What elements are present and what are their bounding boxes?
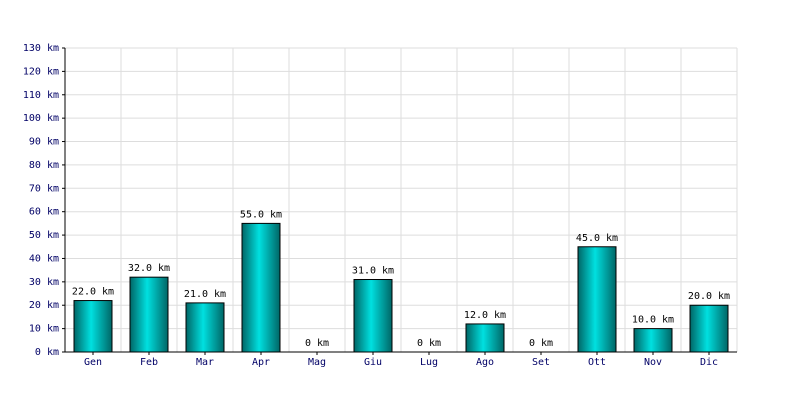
bar <box>73 300 113 353</box>
y-tick-label: 60 km <box>29 207 59 218</box>
bar <box>689 304 729 353</box>
value-label: 10.0 km <box>632 315 674 326</box>
value-label: 45.0 km <box>576 233 618 244</box>
x-tick-label: Set <box>532 357 550 368</box>
value-label: 22.0 km <box>72 287 114 298</box>
x-tick-label: Gen <box>84 357 102 368</box>
y-tick-label: 70 km <box>29 183 59 194</box>
x-tick-label: Feb <box>140 357 158 368</box>
y-tick-label: 110 km <box>23 90 59 101</box>
bar <box>185 302 225 353</box>
bar <box>353 279 393 353</box>
x-tick-label: Mag <box>308 357 326 368</box>
value-label: 0 km <box>417 338 441 349</box>
x-tick-label: Apr <box>252 357 270 368</box>
value-label: 32.0 km <box>128 263 170 274</box>
value-label: 21.0 km <box>184 289 226 300</box>
bar <box>633 328 673 353</box>
bar <box>465 323 505 353</box>
y-tick-label: 50 km <box>29 230 59 241</box>
x-tick-label: Lug <box>420 357 438 368</box>
y-tick-label: 40 km <box>29 253 59 264</box>
y-tick-label: 130 km <box>23 43 59 54</box>
y-tick-label: 100 km <box>23 113 59 124</box>
value-label: 20.0 km <box>688 291 730 302</box>
value-label: 12.0 km <box>464 310 506 321</box>
bar <box>129 276 169 353</box>
x-tick-label: Nov <box>644 357 662 368</box>
x-tick-label: Dic <box>700 357 718 368</box>
y-tick-label: 10 km <box>29 324 59 335</box>
y-tick-label: 80 km <box>29 160 59 171</box>
y-tick-label: 90 km <box>29 137 59 148</box>
value-label: 0 km <box>305 338 329 349</box>
y-tick-label: 0 km <box>35 347 59 358</box>
value-label: 31.0 km <box>352 266 394 277</box>
x-tick-label: Giu <box>364 357 382 368</box>
bar <box>577 246 617 353</box>
x-tick-label: Mar <box>196 357 214 368</box>
y-tick-label: 20 km <box>29 300 59 311</box>
value-label: 55.0 km <box>240 209 282 220</box>
x-tick-label: Ago <box>476 357 494 368</box>
x-tick-label: Ott <box>588 357 606 368</box>
y-tick-label: 120 km <box>23 66 59 77</box>
y-tick-label: 30 km <box>29 277 59 288</box>
value-label: 0 km <box>529 338 553 349</box>
bar <box>241 222 281 353</box>
